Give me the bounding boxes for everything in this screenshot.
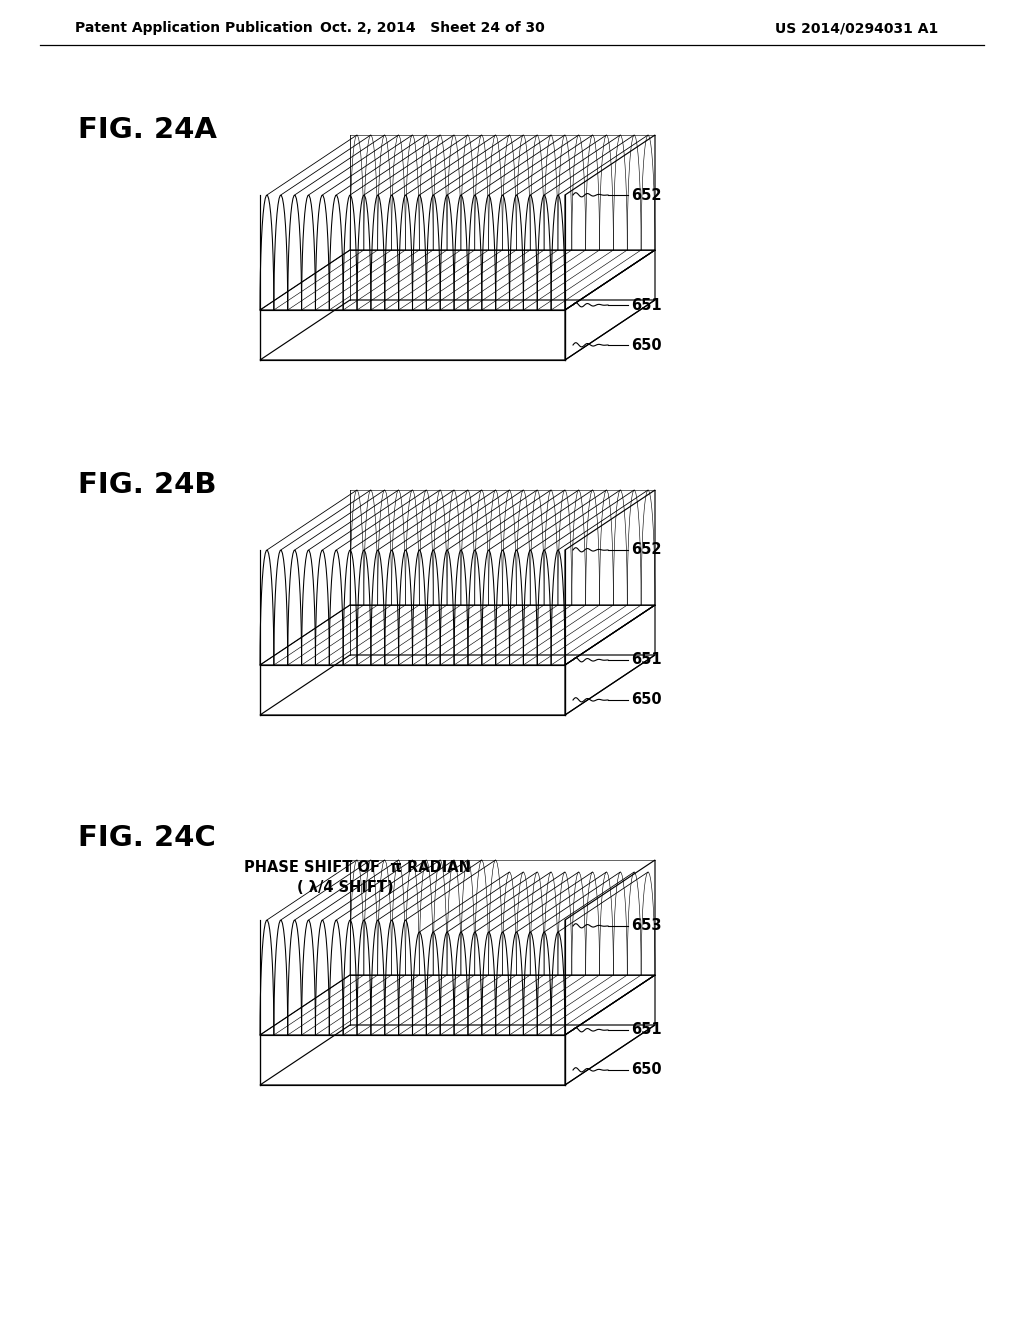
Text: Patent Application Publication: Patent Application Publication: [75, 21, 312, 36]
Text: PHASE SHIFT OF  π RADIAN: PHASE SHIFT OF π RADIAN: [245, 861, 471, 875]
Text: US 2014/0294031 A1: US 2014/0294031 A1: [775, 21, 938, 36]
Text: 653: 653: [631, 919, 662, 933]
Text: FIG. 24C: FIG. 24C: [78, 824, 216, 851]
Text: 652: 652: [631, 543, 662, 557]
Text: 650: 650: [631, 693, 662, 708]
Text: FIG. 24B: FIG. 24B: [78, 471, 216, 499]
Text: 651: 651: [631, 652, 662, 668]
Text: 651: 651: [631, 297, 662, 313]
Text: Oct. 2, 2014   Sheet 24 of 30: Oct. 2, 2014 Sheet 24 of 30: [319, 21, 545, 36]
Text: ( λ/4 SHIFT): ( λ/4 SHIFT): [297, 880, 393, 895]
Text: 650: 650: [631, 338, 662, 352]
Text: FIG. 24A: FIG. 24A: [78, 116, 217, 144]
Text: 650: 650: [631, 1063, 662, 1077]
Text: 652: 652: [631, 187, 662, 202]
Text: 651: 651: [631, 1023, 662, 1038]
